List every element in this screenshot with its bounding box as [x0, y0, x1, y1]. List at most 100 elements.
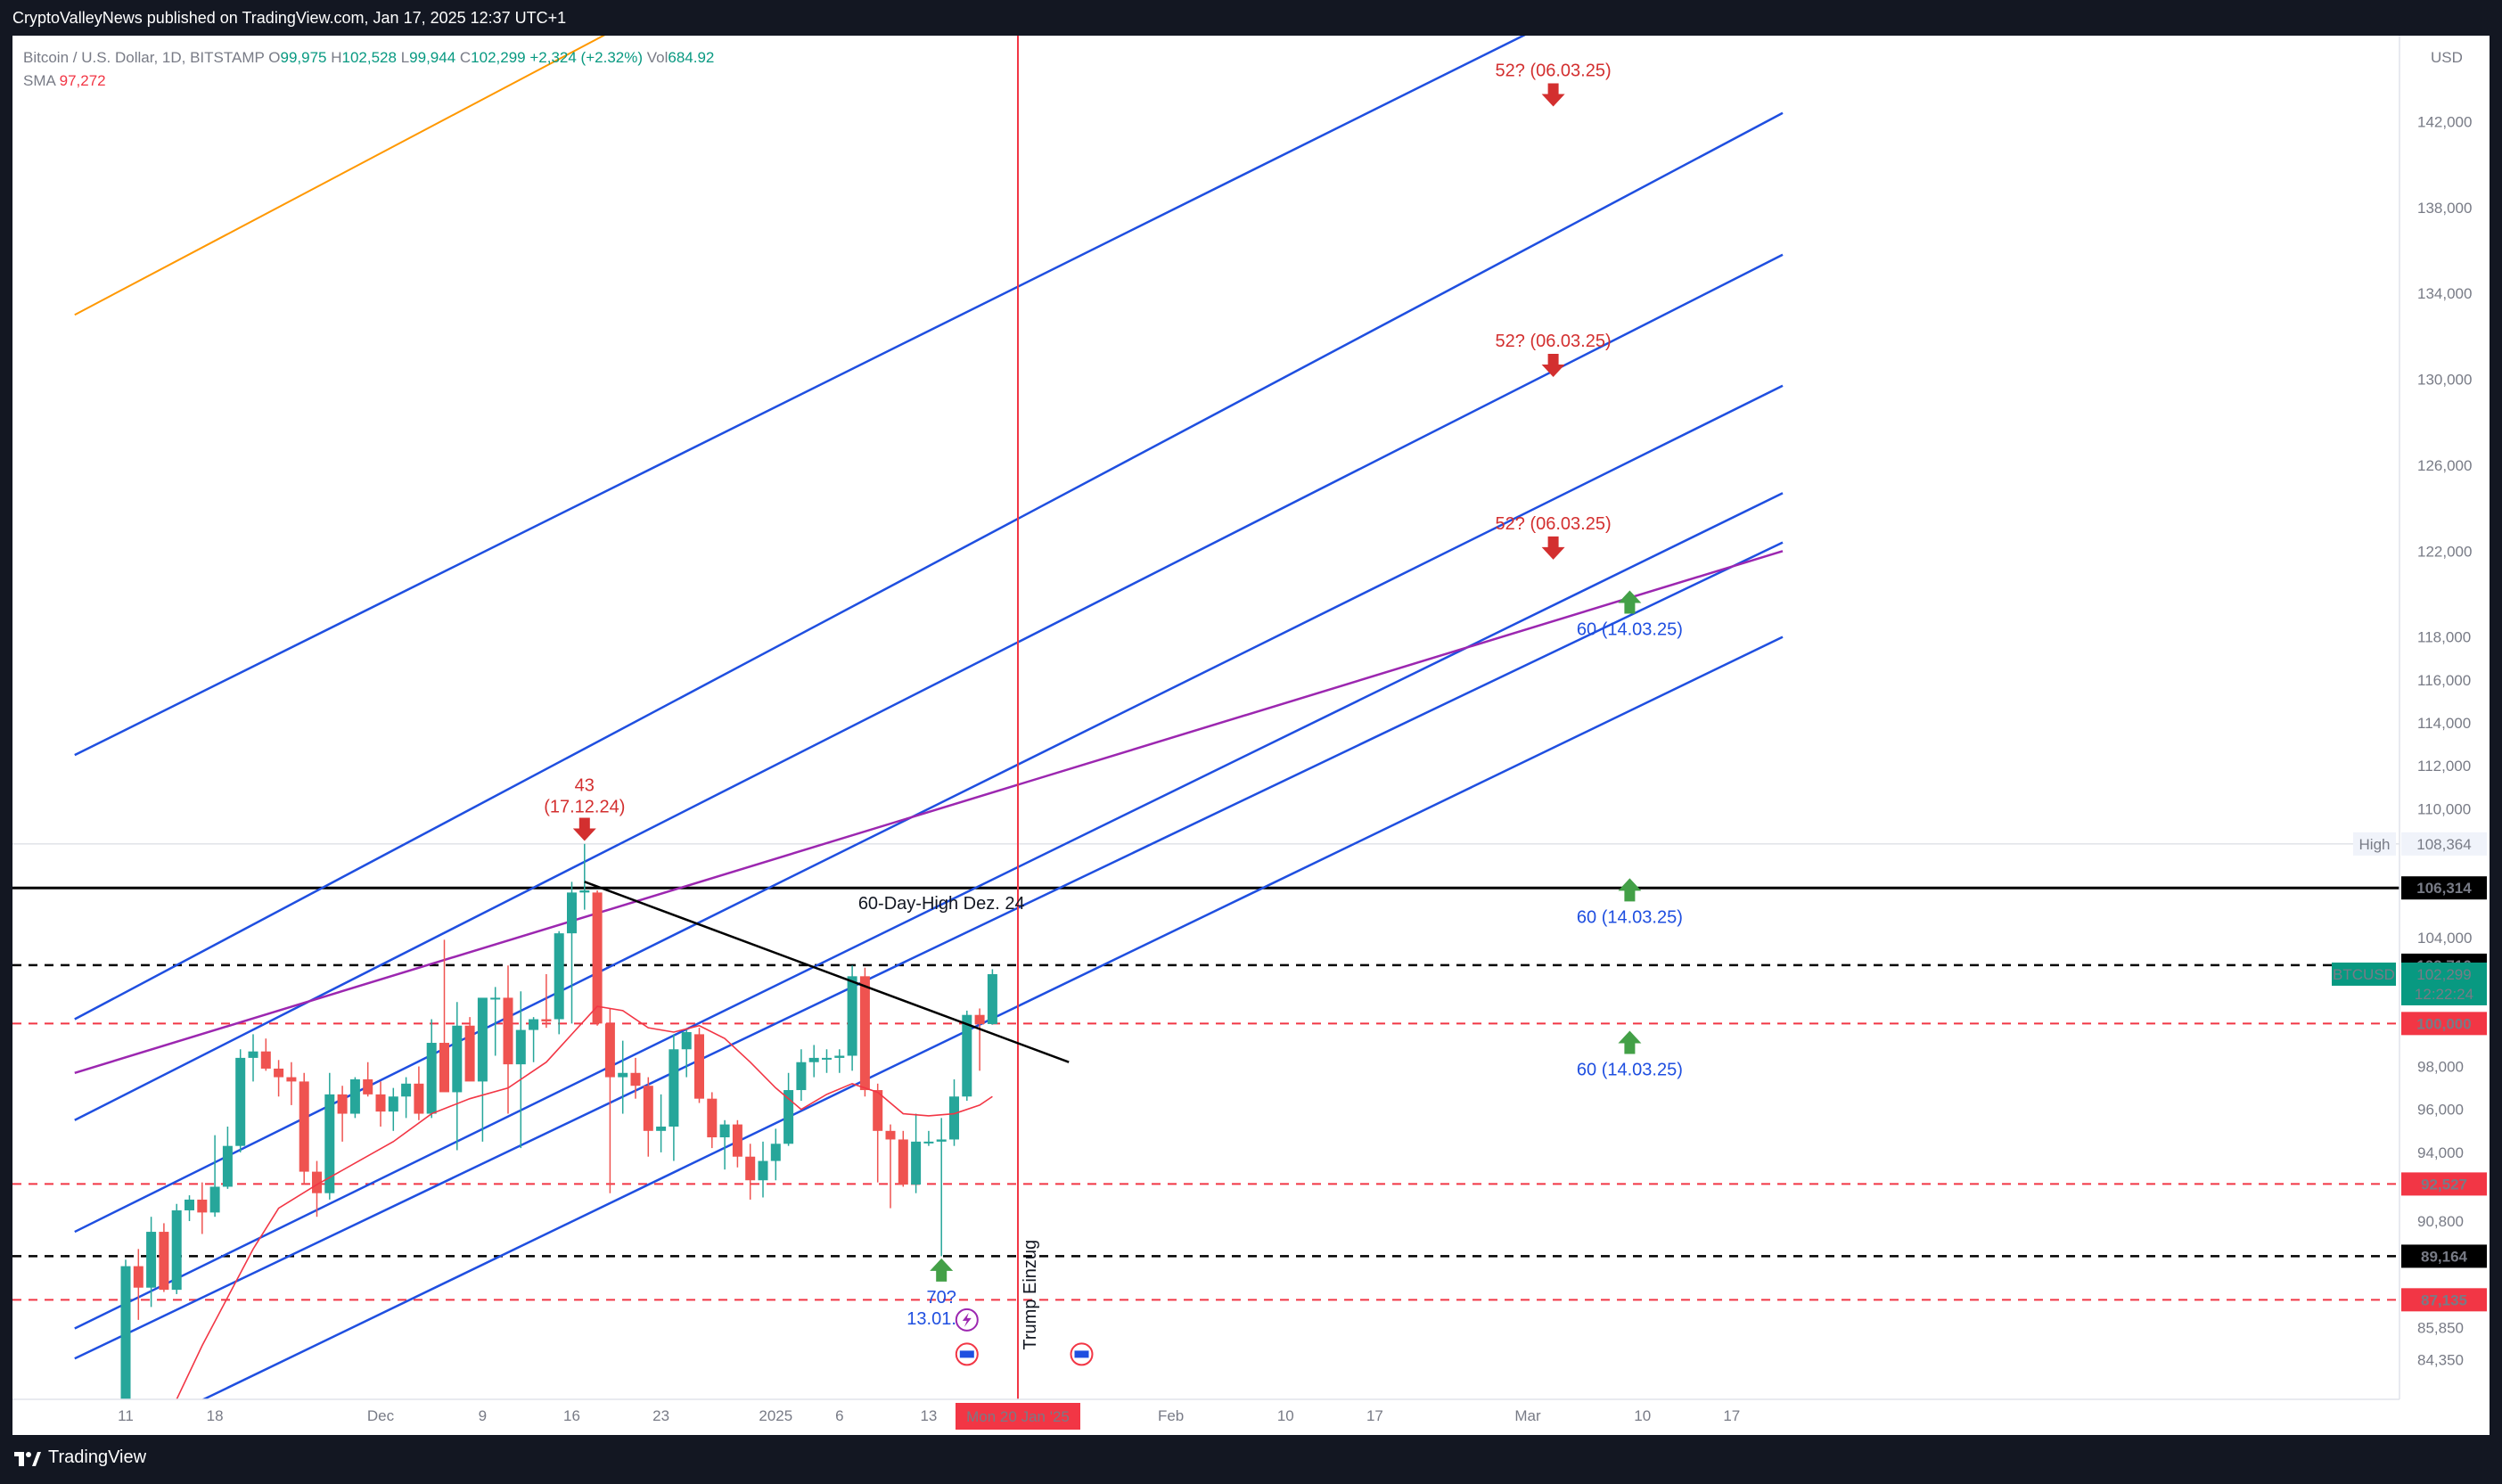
- candle-44: [681, 1029, 692, 1078]
- candle-55: [822, 1049, 832, 1073]
- candle-56: [834, 1049, 845, 1073]
- candle-body: [439, 1043, 449, 1093]
- candle-30: [503, 965, 513, 1114]
- candle-6: [197, 1182, 208, 1234]
- candle-17: [337, 1086, 348, 1142]
- event-date-tag: Mon 20 Jan '25: [956, 1403, 1080, 1430]
- price-tag-bg: [2401, 962, 2487, 1005]
- annotation-label: 52? (06.03.25): [1496, 332, 1612, 351]
- candle-23: [414, 1066, 424, 1120]
- candle-52: [783, 1072, 794, 1146]
- down-arrow-icon: [1541, 354, 1565, 378]
- candle-4: [171, 1203, 182, 1294]
- price-tag-bg: [2401, 1244, 2487, 1268]
- candle-64: [936, 1118, 947, 1257]
- annotation-8: 60 (14.03.25): [1577, 1030, 1683, 1079]
- price-tag-value: 100,000: [2416, 1015, 2471, 1032]
- candle-body: [414, 1083, 424, 1114]
- candle-39: [618, 1040, 628, 1114]
- candle-14: [299, 1072, 309, 1185]
- annotation-4: 52? (06.03.25): [1496, 332, 1612, 378]
- candle-body: [286, 1077, 297, 1082]
- x-tick-3: 9: [479, 1407, 487, 1424]
- purple-trend-line: [74, 550, 1784, 1074]
- candle-47: [719, 1119, 730, 1170]
- legend-sma-row: SMA 97,272: [23, 70, 714, 93]
- x-tick-0: 11: [118, 1407, 134, 1424]
- x-tick-14: 17: [1723, 1407, 1740, 1424]
- candle-body: [197, 1199, 208, 1213]
- y-tick-7: 116,000: [2417, 672, 2471, 689]
- y-tick-17: 84,350: [2417, 1351, 2464, 1368]
- candle-body: [567, 892, 577, 934]
- candle-62: [911, 1113, 922, 1193]
- x-tick-7: 6: [835, 1407, 843, 1424]
- candle-36: [579, 843, 590, 910]
- up-arrow-icon: [1618, 1030, 1642, 1054]
- legend-high: 102,528: [341, 49, 397, 66]
- annotation-label: 43: [575, 775, 595, 795]
- annotation-1: 60-Day-High Dez. 24: [858, 894, 1025, 914]
- price-tag-bg: [2401, 1172, 2487, 1196]
- price-tag-4: 100,000: [2401, 1012, 2487, 1036]
- legend-sma-value: 97,272: [59, 72, 106, 89]
- candle-43: [669, 1034, 679, 1161]
- candle-body: [222, 1145, 233, 1187]
- candle-body: [732, 1124, 742, 1157]
- candle-63: [923, 1130, 934, 1146]
- candle-body: [503, 997, 513, 1065]
- candle-body: [923, 1141, 934, 1144]
- candle-body: [618, 1072, 628, 1078]
- channel-line-0: [74, 492, 1784, 1330]
- candle-68: [987, 969, 997, 1025]
- event-text: Trump Einzug: [1021, 1240, 1040, 1350]
- price-tag-title: High: [2359, 836, 2391, 853]
- candle-9: [235, 1049, 246, 1152]
- candle-body: [808, 1057, 819, 1062]
- candle-body: [324, 1094, 335, 1193]
- candle-body: [783, 1090, 794, 1144]
- legend-change: +2,324 (+2.32%): [529, 49, 644, 66]
- price-tag-value: 87,135: [2421, 1291, 2467, 1308]
- annotation-label: 60 (14.03.25): [1577, 620, 1683, 640]
- candle-13: [286, 1062, 297, 1105]
- annotation-label: 60-Day-High Dez. 24: [858, 894, 1025, 914]
- candle-5: [185, 1195, 194, 1222]
- flag-icon-band: [959, 1350, 974, 1358]
- candle-51: [770, 1128, 781, 1181]
- candle-body: [554, 933, 564, 1020]
- y-tick-14: 94,000: [2417, 1144, 2464, 1161]
- price-tag-title: BTCUSD: [2333, 966, 2395, 983]
- publisher-text: CryptoValleyNews published on TradingVie…: [12, 9, 567, 27]
- candle-65: [949, 1078, 959, 1146]
- candle-body: [770, 1144, 781, 1161]
- candle-10: [248, 1034, 258, 1082]
- y-tick-2: 134,000: [2417, 285, 2472, 302]
- candle-body: [579, 890, 590, 893]
- candle-body: [248, 1051, 258, 1058]
- candle-18: [349, 1077, 360, 1119]
- currency-label: USD: [2431, 49, 2463, 66]
- candle-0: [120, 1259, 131, 1399]
- candle-body: [299, 1081, 309, 1172]
- candle-body: [401, 1083, 412, 1097]
- price-tag-5: 92,527: [2401, 1172, 2487, 1196]
- tradingview-logo[interactable]: TradingView: [14, 1447, 146, 1468]
- candle-26: [452, 1002, 463, 1151]
- x-tick-9: Feb: [1158, 1407, 1184, 1424]
- footer-bar: TradingView: [0, 1435, 2502, 1484]
- candle-body: [515, 1029, 526, 1065]
- candle-45: [694, 1028, 704, 1103]
- annotation-6: 60 (14.03.25): [1577, 590, 1683, 640]
- lightning-icon-bolt: [962, 1312, 972, 1327]
- flag-icon-2: [1070, 1342, 1094, 1366]
- flag-icon: [955, 1342, 979, 1366]
- down-arrow-icon: [1541, 83, 1565, 107]
- candle-body: [363, 1078, 373, 1095]
- event-date-bg: [956, 1403, 1080, 1430]
- candle-body: [426, 1043, 437, 1114]
- annotation-3: 52? (06.03.25): [1496, 61, 1612, 107]
- x-tick-6: 2025: [759, 1407, 792, 1424]
- channel-line-3: [74, 253, 1784, 1121]
